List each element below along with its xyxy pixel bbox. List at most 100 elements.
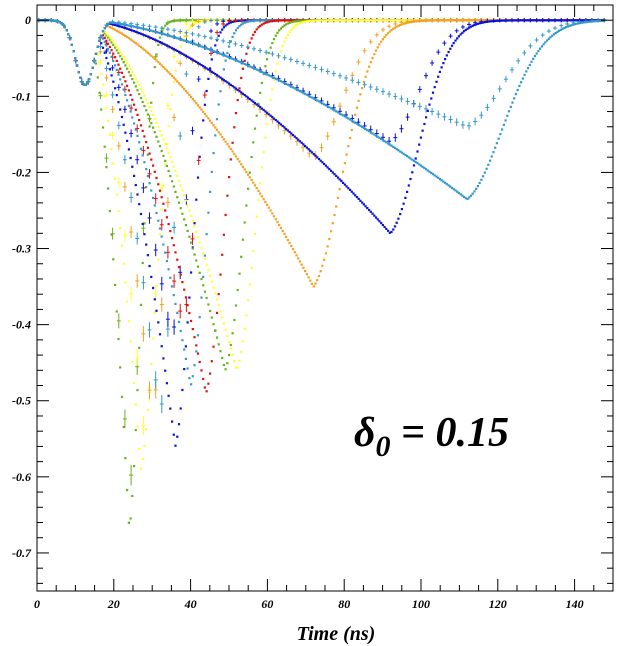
- data-point: [155, 135, 158, 138]
- data-point: [172, 433, 175, 436]
- tick-layer: [36, 4, 614, 591]
- data-point: [177, 37, 181, 40]
- data-point: [141, 100, 144, 104]
- data-point: [148, 152, 151, 155]
- data-point: [143, 161, 146, 164]
- data-point: [172, 76, 175, 79]
- data-point: [219, 76, 222, 79]
- data-point: [252, 250, 255, 253]
- data-point: [421, 165, 424, 168]
- data-point: [126, 84, 129, 87]
- data-point: [585, 20, 588, 24]
- data-point: [264, 19, 267, 22]
- data-point: [369, 19, 372, 22]
- data-point: [255, 28, 258, 31]
- data-point: [487, 163, 490, 166]
- data-point: [286, 238, 289, 242]
- data-point: [269, 20, 272, 23]
- data-point: [146, 146, 149, 149]
- data-point: [336, 176, 340, 179]
- data-point: [114, 87, 117, 90]
- data-point: [105, 32, 108, 35]
- data-point: [316, 156, 319, 159]
- data-point: [267, 206, 270, 209]
- data-point: [264, 200, 267, 204]
- data-point: [245, 21, 248, 24]
- data-point: [139, 212, 143, 216]
- data-point: [200, 45, 203, 48]
- data-point: [400, 208, 403, 211]
- data-point: [317, 19, 321, 22]
- data-point: [209, 119, 212, 122]
- data-point: [171, 47, 174, 50]
- data-point: [150, 29, 153, 32]
- data-point: [215, 74, 219, 77]
- data-point: [133, 40, 136, 43]
- data-point: [112, 258, 115, 261]
- data-point: [565, 26, 568, 29]
- data-point: [141, 91, 144, 94]
- data-point: [131, 116, 134, 119]
- data-point: [167, 169, 170, 172]
- data-point: [345, 116, 348, 119]
- data-point: [131, 25, 134, 28]
- data-point: [179, 273, 182, 276]
- data-point: [195, 102, 198, 105]
- data-point: [532, 19, 535, 22]
- data-point: [295, 24, 298, 27]
- data-point: [234, 366, 238, 369]
- data-point: [120, 115, 124, 119]
- data-point: [146, 113, 149, 116]
- data-point: [138, 93, 141, 96]
- data-point: [210, 70, 213, 73]
- data-point: [183, 348, 186, 351]
- data-point: [288, 19, 291, 22]
- data-point: [212, 50, 215, 53]
- data-point: [279, 123, 282, 126]
- data-point: [411, 19, 414, 22]
- data-point: [409, 157, 412, 160]
- data-point: [387, 32, 390, 35]
- data-point: [108, 38, 111, 42]
- data-point: [259, 106, 262, 109]
- data-point: [281, 81, 284, 84]
- data-point: [133, 30, 136, 33]
- data-point: [101, 126, 105, 129]
- data-point: [319, 270, 322, 273]
- data-point: [247, 20, 250, 23]
- data-point: [340, 19, 343, 22]
- data-point: [362, 203, 365, 206]
- data-point: [276, 62, 279, 65]
- data-point: [428, 19, 431, 22]
- data-point: [122, 26, 125, 29]
- data-point: [103, 30, 106, 33]
- data-point: [224, 328, 227, 331]
- data-point: [184, 357, 187, 360]
- data-point: [162, 357, 165, 360]
- data-point: [183, 39, 186, 42]
- data-point: [305, 93, 308, 96]
- data-point: [114, 56, 117, 59]
- data-point: [402, 22, 405, 25]
- data-point: [158, 145, 162, 148]
- data-point: [141, 27, 144, 30]
- data-point: [165, 22, 168, 25]
- data-point: [107, 47, 110, 51]
- data-point: [253, 184, 257, 187]
- data-point: [164, 369, 167, 372]
- data-point: [347, 19, 350, 22]
- data-point: [577, 22, 580, 25]
- data-point: [373, 214, 376, 217]
- data-point: [158, 227, 162, 230]
- data-point: [295, 88, 298, 91]
- data-point: [440, 19, 443, 22]
- data-point: [138, 32, 141, 35]
- data-point: [146, 35, 149, 38]
- data-point: [160, 208, 163, 211]
- data-point: [266, 19, 269, 22]
- data-point: [157, 140, 160, 143]
- data-point: [169, 73, 172, 76]
- data-point: [207, 117, 210, 120]
- data-point: [74, 57, 77, 60]
- data-point: [222, 68, 225, 71]
